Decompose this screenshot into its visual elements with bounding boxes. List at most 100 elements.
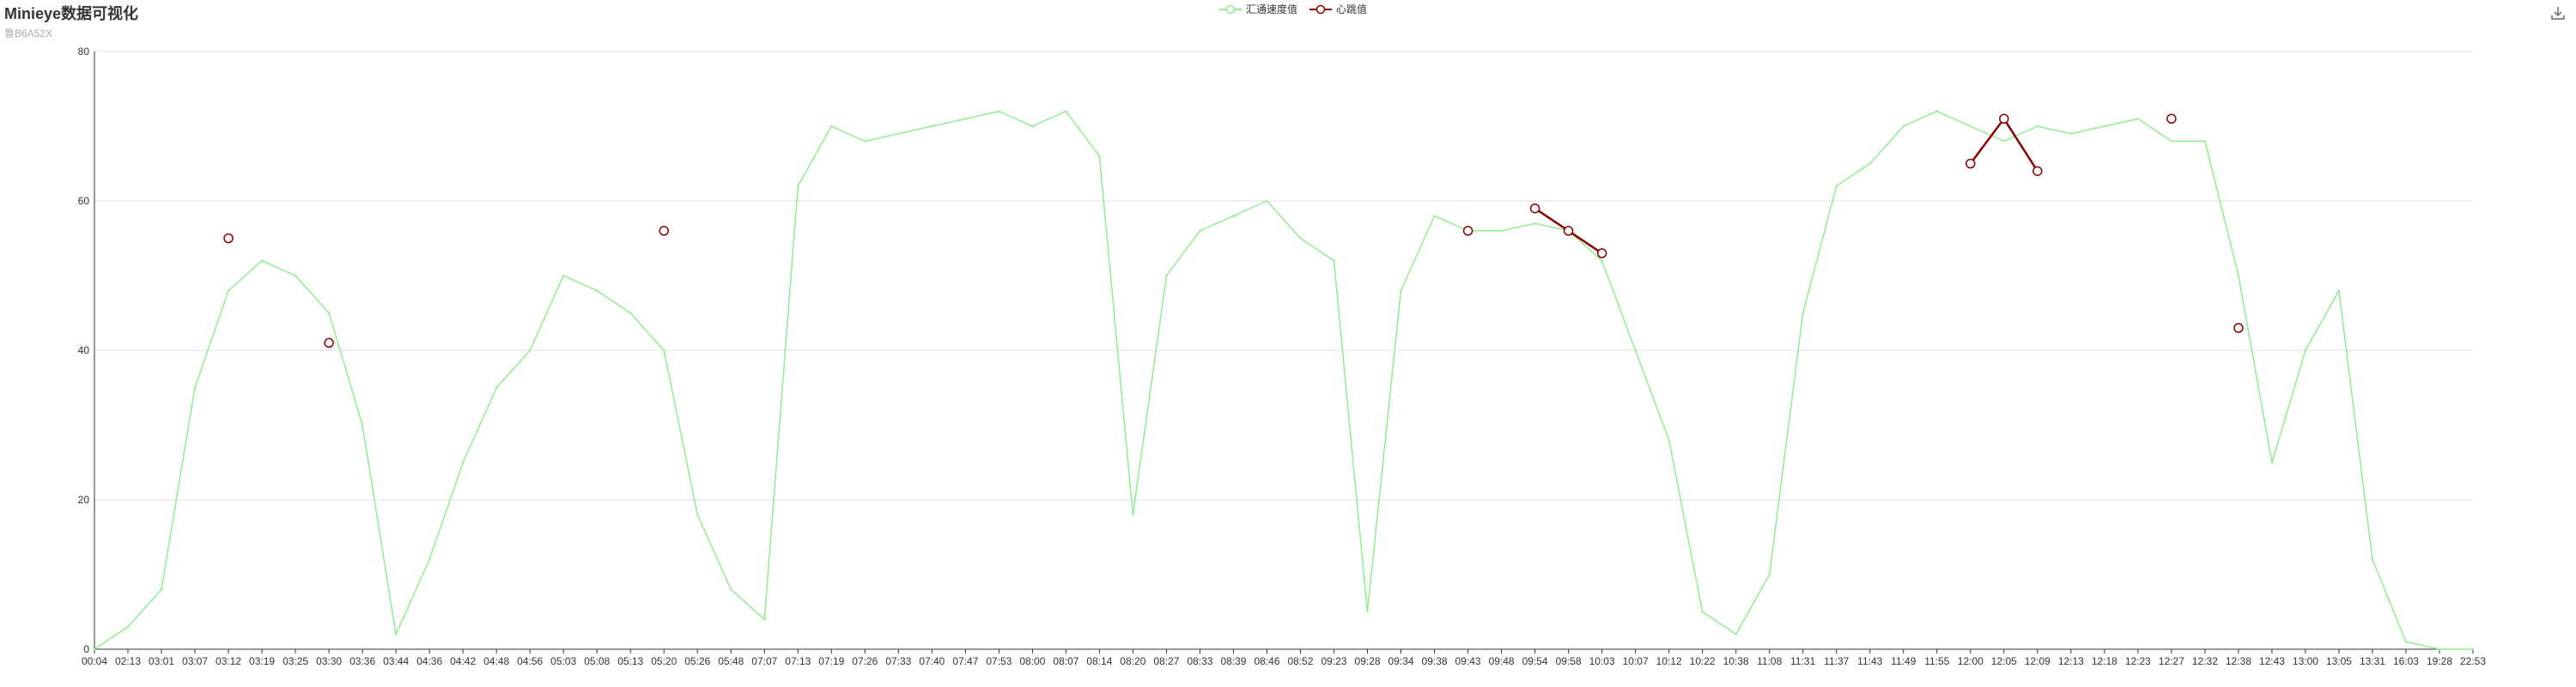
heartbeat-series-line [1969,117,2038,172]
speed-point [2438,647,2441,651]
x-tick-label: 03:25 [283,655,308,667]
x-tick-label: 19:28 [2427,655,2452,667]
speed-point [1098,155,1101,157]
heartbeat-point[interactable] [1596,248,1607,258]
speed-point [931,125,933,128]
speed-point [629,312,632,314]
x-tick-label: 10:22 [1690,655,1716,667]
x-tick-label: 05:26 [684,655,710,667]
speed-point [864,140,866,143]
x-tick-label: 03:07 [182,655,208,667]
x-tick-label: 11:49 [1891,655,1916,667]
speed-point [2471,647,2475,651]
x-tick-label: 03:36 [349,655,375,667]
grid-layer [94,51,2473,650]
speed-point [2136,118,2140,120]
x-tick-label: 08:00 [1019,655,1045,667]
heartbeat-point[interactable] [1563,226,1574,236]
speed-point [1433,215,1436,217]
speed-point [2237,274,2240,277]
download-icon[interactable] [2550,5,2566,21]
x-tick-label: 11:55 [1924,655,1949,667]
x-tick-label: 00:04 [82,655,107,667]
x-tick-label: 07:13 [785,655,811,667]
speed-point [126,625,130,629]
y-tick-label: 80 [78,46,90,58]
heartbeat-point[interactable] [1965,158,1976,169]
x-tick-label: 12:32 [2192,655,2218,667]
x-tick-label: 05:20 [651,655,677,667]
speed-point [1065,110,1067,112]
speed-point [2069,132,2073,135]
heartbeat-point[interactable] [1999,113,2009,125]
heartbeat-point[interactable] [2166,113,2177,125]
speed-point [562,274,565,277]
x-tick-label: 09:54 [1522,655,1548,667]
x-tick-label: 10:38 [1723,655,1749,667]
speed-point [1634,349,1637,352]
speed-point [495,386,498,389]
speed-point [1031,125,1034,128]
speed-point [1668,439,1670,441]
x-tick-label: 12:38 [2226,655,2251,667]
speed-point [1199,229,1201,232]
speed-point [1266,199,1268,203]
x-tick-label: 07:40 [919,655,945,667]
x-tick-label: 12:43 [2259,655,2285,667]
heartbeat-point[interactable] [324,337,334,349]
y-tick-label: 40 [78,344,90,356]
speed-point [663,349,665,352]
x-tick-label: 12:05 [1991,655,2017,667]
speed-point [730,588,732,591]
x-tick-label: 08:33 [1187,655,1212,667]
marker-layer [93,110,2475,651]
speed-series-line [94,110,2473,650]
x-tick-label: 09:38 [1422,655,1448,667]
speed-point [1299,237,1302,240]
x-tick-label: 10:03 [1589,655,1615,667]
x-tick-label: 08:46 [1254,655,1279,667]
heartbeat-point[interactable] [2233,323,2244,333]
x-tick-label: 03:12 [216,655,241,667]
speed-point [2002,140,2006,143]
x-tick-label: 04:36 [416,655,442,667]
x-tick-label: 03:30 [316,655,342,667]
x-tick-label: 11:08 [1757,655,1782,667]
x-tick-label: 09:43 [1455,655,1481,667]
x-tick-label: 08:07 [1053,655,1078,667]
heartbeat-point[interactable] [659,226,669,236]
x-tick-label: 13:31 [2360,655,2385,667]
speed-point [1534,222,1536,225]
legend-heartbeat-marker [1309,4,1333,14]
speed-point [1835,185,1838,187]
x-tick-label: 09:23 [1321,655,1347,667]
axis-layer: 0 20 40 60 80 00:04 02:13 03:01 03:07 03:12 03:19 0… [78,46,2487,667]
x-tick-label: 05:08 [584,655,610,667]
legend-item-heartbeat[interactable]: 心跳值 [1309,2,1367,16]
speed-point [361,423,364,427]
x-tick-label: 08:27 [1153,655,1179,667]
speed-point [964,118,967,120]
heartbeat-point[interactable] [1529,203,1540,214]
x-tick-label: 09:28 [1355,655,1381,667]
x-tick-label: 12:00 [1958,655,1984,667]
speed-point [1232,215,1235,217]
heartbeat-point[interactable] [1462,226,1473,236]
speed-point [193,386,197,389]
speed-point [1801,312,1804,314]
speed-point [327,312,331,314]
heartbeat-point[interactable] [223,233,234,244]
x-tick-label: 12:13 [2058,655,2084,667]
x-tick-label: 07:19 [818,655,844,667]
legend-item-speed[interactable]: 汇通速度值 [1219,2,1297,16]
speed-point [2337,289,2341,292]
x-tick-label: 11:43 [1857,655,1882,667]
heartbeat-point[interactable] [2032,166,2043,176]
chart-subtitle: 鲁B6A52X [4,27,53,40]
x-tick-label: 07:33 [885,655,911,667]
x-tick-label: 11:37 [1824,655,1849,667]
y-tick-label: 20 [78,494,90,506]
speed-point [2103,125,2106,128]
x-tick-label: 05:13 [617,655,643,667]
speed-point [2203,140,2207,143]
